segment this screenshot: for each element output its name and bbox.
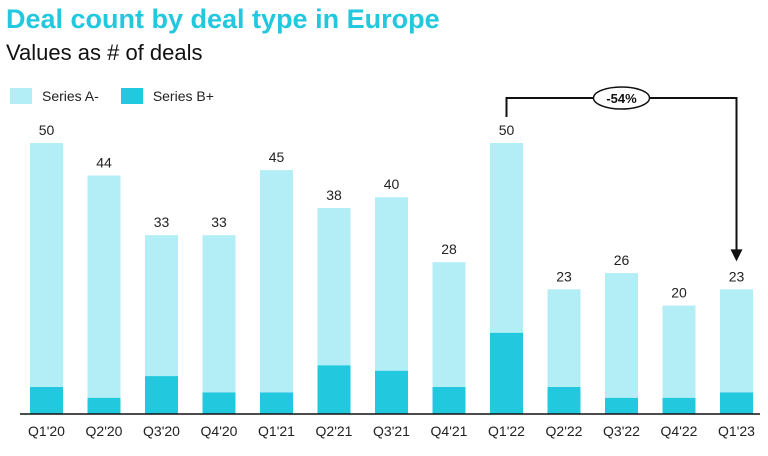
x-tick-label: Q3'21 — [373, 423, 410, 439]
bar-series-a — [432, 262, 466, 387]
bar-total-label: 28 — [441, 241, 457, 257]
bar-total-label: 50 — [39, 122, 55, 138]
chart-subtitle: Values as # of deals — [6, 40, 203, 65]
bar-total-label: 26 — [614, 252, 630, 268]
bar-series-a — [145, 235, 178, 377]
bar-total-label: 45 — [269, 149, 285, 165]
bar-series-b — [30, 386, 63, 414]
x-tick-label: Q1'21 — [258, 423, 295, 439]
bar-series-a — [317, 208, 351, 366]
bar-series-b — [432, 386, 466, 414]
x-tick-label: Q4'20 — [201, 423, 238, 439]
bar-total-label: 38 — [326, 187, 342, 203]
legend-label-series-a: Series A- — [42, 88, 99, 104]
legend-item-series-a: Series A- — [10, 88, 99, 104]
x-tick-label: Q1'20 — [28, 423, 65, 439]
bar-series-b — [547, 386, 581, 414]
bar-series-b — [260, 392, 293, 414]
bar-series-a — [490, 143, 523, 333]
bar-total-label: 23 — [729, 268, 745, 284]
legend-label-series-b: Series B+ — [152, 88, 214, 104]
bar-series-b — [662, 397, 696, 414]
bar-total-label: 40 — [384, 176, 400, 192]
bar-series-b — [375, 370, 408, 414]
bar-series-a — [547, 289, 581, 387]
bar-series-a — [662, 305, 696, 398]
x-tick-label: Q2'21 — [316, 423, 353, 439]
annotation-arrowhead — [730, 249, 743, 262]
bar-series-a — [605, 273, 638, 398]
x-tick-label: Q2'22 — [546, 423, 583, 439]
bar-series-b — [145, 376, 178, 414]
bar-total-label: 33 — [211, 214, 227, 230]
annotation-badge — [592, 86, 651, 110]
bar-total-label: 23 — [556, 268, 572, 284]
x-tick-label: Q2'20 — [86, 423, 123, 439]
bar-series-a — [202, 235, 236, 393]
legend-item-series-b: Series B+ — [120, 88, 214, 104]
x-tick-label: Q3'20 — [143, 423, 180, 439]
x-tick-label: Q4'22 — [661, 423, 698, 439]
bar-series-a — [87, 175, 121, 398]
bar-series-b — [317, 365, 351, 414]
bar-series-b — [720, 392, 753, 414]
bar-series-b — [605, 397, 638, 414]
annotation-label: -54% — [606, 91, 637, 106]
bar-series-a — [30, 143, 63, 387]
annotation-connector — [505, 97, 738, 252]
bar-total-label: 20 — [671, 285, 687, 301]
legend: Series A- Series B+ — [10, 88, 236, 104]
x-tick-label: Q1'23 — [718, 423, 755, 439]
bar-series-b — [202, 392, 236, 414]
bar-total-label: 44 — [96, 155, 112, 171]
bar-series-a — [375, 197, 408, 371]
x-tick-label: Q3'22 — [603, 423, 640, 439]
bar-series-a — [260, 170, 293, 393]
bar-total-label: 50 — [499, 122, 515, 138]
legend-swatch-series-a — [10, 88, 32, 104]
bar-series-a — [720, 289, 753, 393]
x-tick-label: Q1'22 — [488, 423, 525, 439]
x-tick-label: Q4'21 — [431, 423, 468, 439]
legend-swatch-series-b — [120, 88, 143, 104]
bar-total-label: 33 — [154, 214, 170, 230]
bar-series-b — [490, 332, 523, 414]
chart-title: Deal count by deal type in Europe — [6, 4, 440, 34]
bar-series-b — [87, 397, 121, 414]
